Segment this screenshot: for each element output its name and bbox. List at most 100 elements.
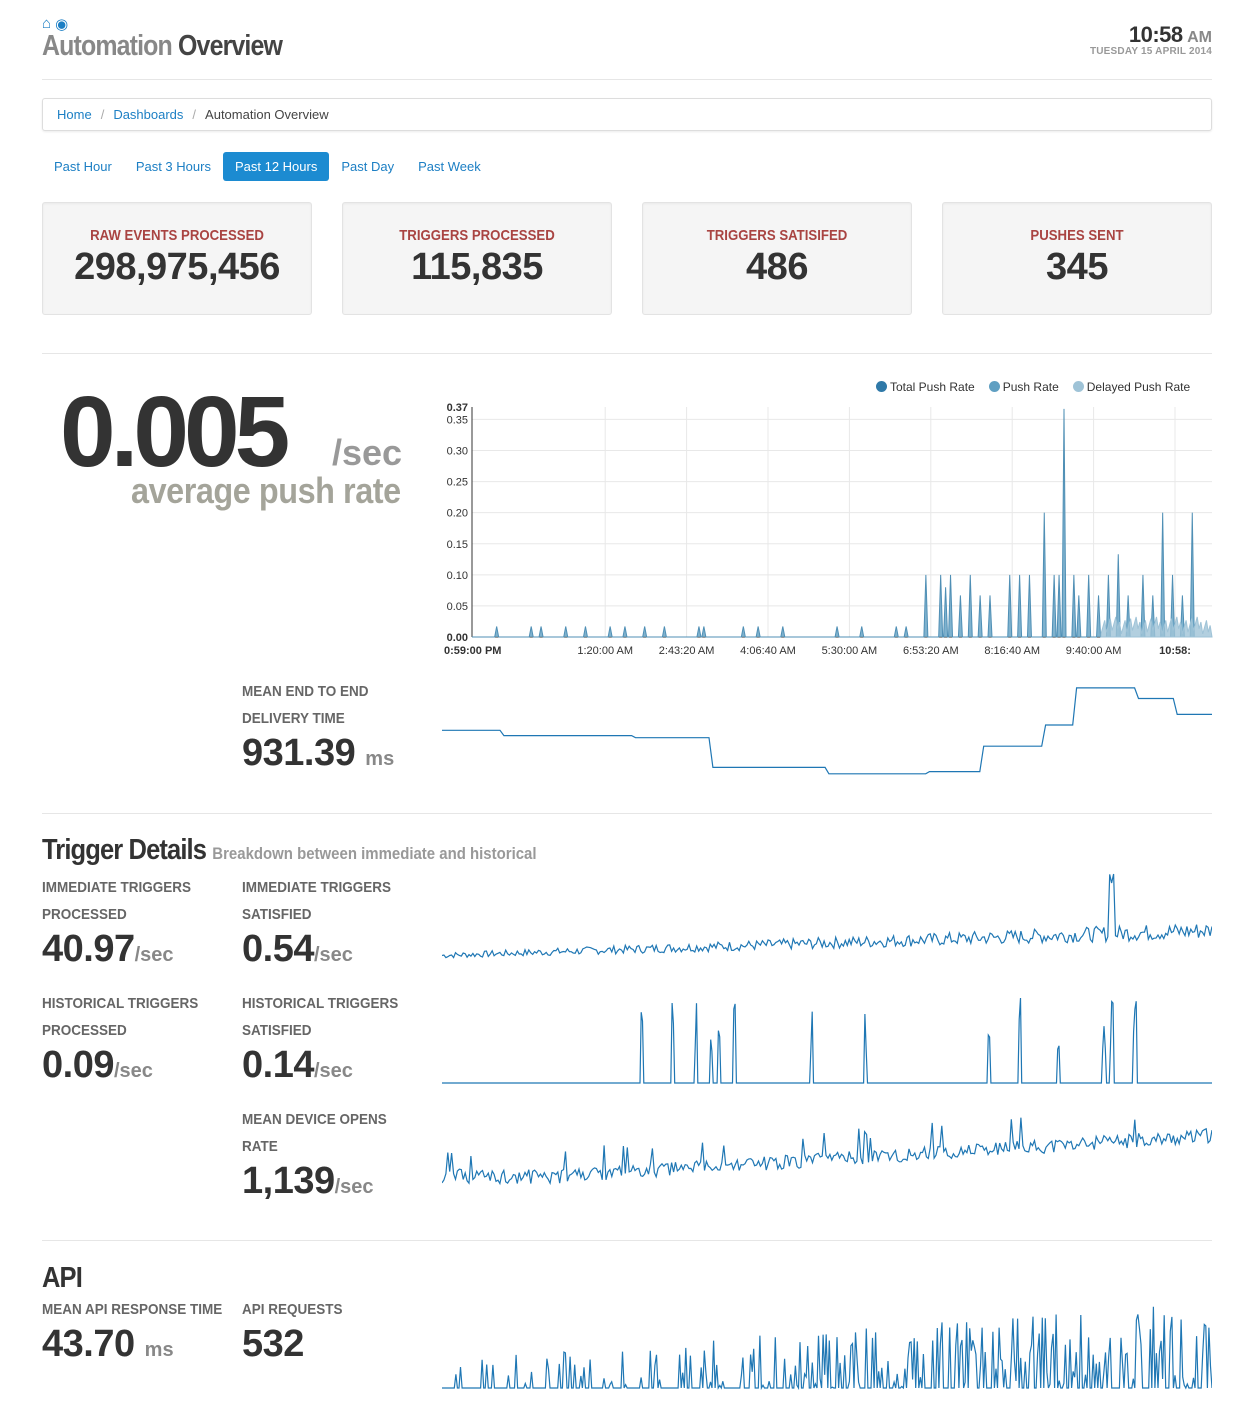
metric-label: HISTORICAL TRIGGERS: [242, 995, 399, 1012]
metric-number: 532: [242, 1323, 304, 1365]
clock-time: 10:58: [1128, 22, 1183, 47]
metric-api-response-time: MEAN API RESPONSE TIME 43.70 ms: [42, 1296, 242, 1366]
section-title: API: [42, 1262, 83, 1294]
header-icons: ⌂ ◉: [42, 15, 68, 33]
legend-label: Delayed Push Rate: [1086, 380, 1191, 394]
metric-unit: ms: [144, 1339, 174, 1361]
sparkline-path: [442, 873, 1212, 959]
stat-card-triggers-processed: TRIGGERS PROCESSED 115,835: [342, 202, 612, 315]
metric-unit: /sec: [313, 944, 353, 966]
metric-device-opens: MEAN DEVICE OPENS RATE 1,139/sec: [242, 1106, 403, 1203]
clock-date: TUESDAY 15 APRIL 2014: [1089, 46, 1212, 57]
clock-ampm: AM: [1187, 29, 1212, 46]
y-tick-label: 0.15: [447, 539, 468, 551]
metric-unit: ms: [365, 748, 395, 770]
stat-card-raw-events: RAW EVENTS PROCESSED 298,975,456: [42, 202, 312, 315]
breadcrumb-separator: /: [100, 107, 105, 122]
sparkline-path: [442, 1117, 1212, 1186]
legend-dot-icon: [1072, 381, 1084, 392]
page-title-part1: Automation: [42, 30, 173, 62]
metric-unit: /sec: [334, 1176, 374, 1198]
dashboard-icon[interactable]: ◉: [55, 16, 69, 33]
x-tick-label: 10:58:: [1159, 645, 1191, 657]
home-icon[interactable]: ⌂: [42, 15, 52, 32]
legend-delayed-push-rate[interactable]: Delayed Push Rate: [1072, 380, 1191, 394]
metric-number: 0.54: [242, 928, 314, 970]
metric-number: 0.14: [242, 1044, 314, 1086]
legend-push-rate[interactable]: Push Rate: [988, 380, 1059, 394]
y-tick-label: 0.10: [447, 570, 468, 582]
legend-label: Total Push Rate: [890, 380, 975, 394]
metric-label: API REQUESTS: [242, 1301, 343, 1318]
x-tick-label: 1:20:00 AM: [577, 645, 633, 657]
x-tick-label: 0:59:00 PM: [444, 645, 501, 657]
stat-label: TRIGGERS SATISIFED: [706, 227, 848, 244]
divider: [42, 353, 1212, 354]
divider: [42, 1240, 1212, 1241]
legend-dot-icon: [876, 381, 887, 392]
stat-card-pushes-sent: PUSHES SENT 345: [942, 202, 1212, 315]
breadcrumb-current: Automation Overview: [205, 107, 329, 122]
metric-number: 40.97: [42, 928, 135, 970]
metric-value: 931.39 ms: [242, 732, 394, 775]
metric-immediate-satisfied: IMMEDIATE TRIGGERS SATISFIED 0.54/sec: [242, 874, 408, 971]
push-rate-value: 0.005: [60, 376, 290, 488]
breadcrumb-dashboards[interactable]: Dashboards: [113, 107, 184, 122]
metric-number: 1,139: [242, 1160, 335, 1202]
breadcrumb-home[interactable]: Home: [57, 107, 92, 122]
series-total-push-rate: [472, 408, 1212, 638]
tab-past-hour[interactable]: Past Hour: [54, 159, 112, 174]
y-tick-label: 0.25: [447, 477, 468, 489]
tab-past-day[interactable]: Past Day: [341, 159, 395, 174]
y-tick-label: 0.35: [447, 414, 468, 426]
api-requests-sparkline: [442, 1306, 1212, 1390]
legend-dot-icon: [988, 381, 1000, 392]
legend-total-push-rate[interactable]: Total Push Rate: [876, 380, 975, 394]
stat-value: 298,975,456: [74, 246, 280, 288]
push-rate-label: average push rate: [131, 470, 401, 511]
x-tick-label: 4:06:40 AM: [740, 645, 796, 657]
clock: 10:58 AM TUESDAY 15 APRIL 2014: [1090, 22, 1212, 57]
metric-unit: /sec: [113, 1060, 153, 1082]
chart-legend: Total Push Rate Push Rate Delayed Push R…: [876, 380, 1190, 394]
metric-historical-satisfied: HISTORICAL TRIGGERS SATISFIED 0.14/sec: [242, 990, 416, 1087]
immediate-triggers-sparkline: [442, 873, 1212, 959]
metric-number: 931.39: [242, 732, 356, 774]
stat-value: 486: [746, 246, 808, 288]
stat-card-triggers-satisfied: TRIGGERS SATISIFED 486: [642, 202, 912, 315]
trigger-details-heading: Trigger Details Breakdown between immedi…: [42, 834, 537, 867]
y-tick-label: 0.00: [447, 632, 468, 644]
sparkline-path: [442, 687, 1212, 775]
stat-label: PUSHES SENT: [1030, 227, 1124, 244]
metric-label: SATISFIED: [242, 1022, 312, 1039]
metric-number: 0.09: [42, 1044, 114, 1086]
stat-value: 115,835: [411, 246, 543, 288]
x-tick-label: 9:40:00 AM: [1066, 645, 1122, 657]
metric-immediate-processed: IMMEDIATE TRIGGERS PROCESSED 40.97/sec: [42, 874, 208, 971]
metric-api-requests: API REQUESTS 532: [242, 1296, 354, 1366]
delivery-time-sparkline: [442, 687, 1212, 775]
metric-label: HISTORICAL TRIGGERS: [42, 995, 199, 1012]
stat-label: TRIGGERS PROCESSED: [399, 227, 555, 244]
device-opens-sparkline: [442, 1117, 1212, 1186]
metric-label: RATE: [242, 1138, 278, 1155]
push-rate-chart: 0.00 0.05 0.10 0.15 0.20 0.25 0.30 0.350.37 0:59…: [444, 402, 1213, 657]
section-title: Trigger Details: [42, 834, 207, 866]
y-tick-label: 0.20: [447, 508, 468, 520]
stat-label: RAW EVENTS PROCESSED: [90, 227, 264, 244]
stat-value: 345: [1046, 246, 1108, 288]
section-subtitle: Breakdown between immediate and historic…: [212, 844, 537, 863]
metric-label: SATISFIED: [242, 906, 312, 923]
x-tick-label: 2:43:20 AM: [659, 645, 715, 657]
breadcrumb-separator: /: [192, 107, 197, 122]
metric-label: IMMEDIATE TRIGGERS: [42, 879, 192, 896]
legend-label: Push Rate: [1002, 380, 1059, 394]
tab-past-12-hours[interactable]: Past 12 Hours: [222, 152, 330, 181]
metric-label: PROCESSED: [42, 906, 127, 923]
page-title-part2: Overview: [178, 30, 283, 62]
metric-label: IMMEDIATE TRIGGERS: [242, 879, 392, 896]
tab-past-3-hours[interactable]: Past 3 Hours: [135, 159, 211, 174]
metric-label: DELIVERY TIME: [242, 710, 345, 727]
metric-label: MEAN DEVICE OPENS: [242, 1111, 387, 1128]
tab-past-week[interactable]: Past Week: [418, 159, 481, 174]
